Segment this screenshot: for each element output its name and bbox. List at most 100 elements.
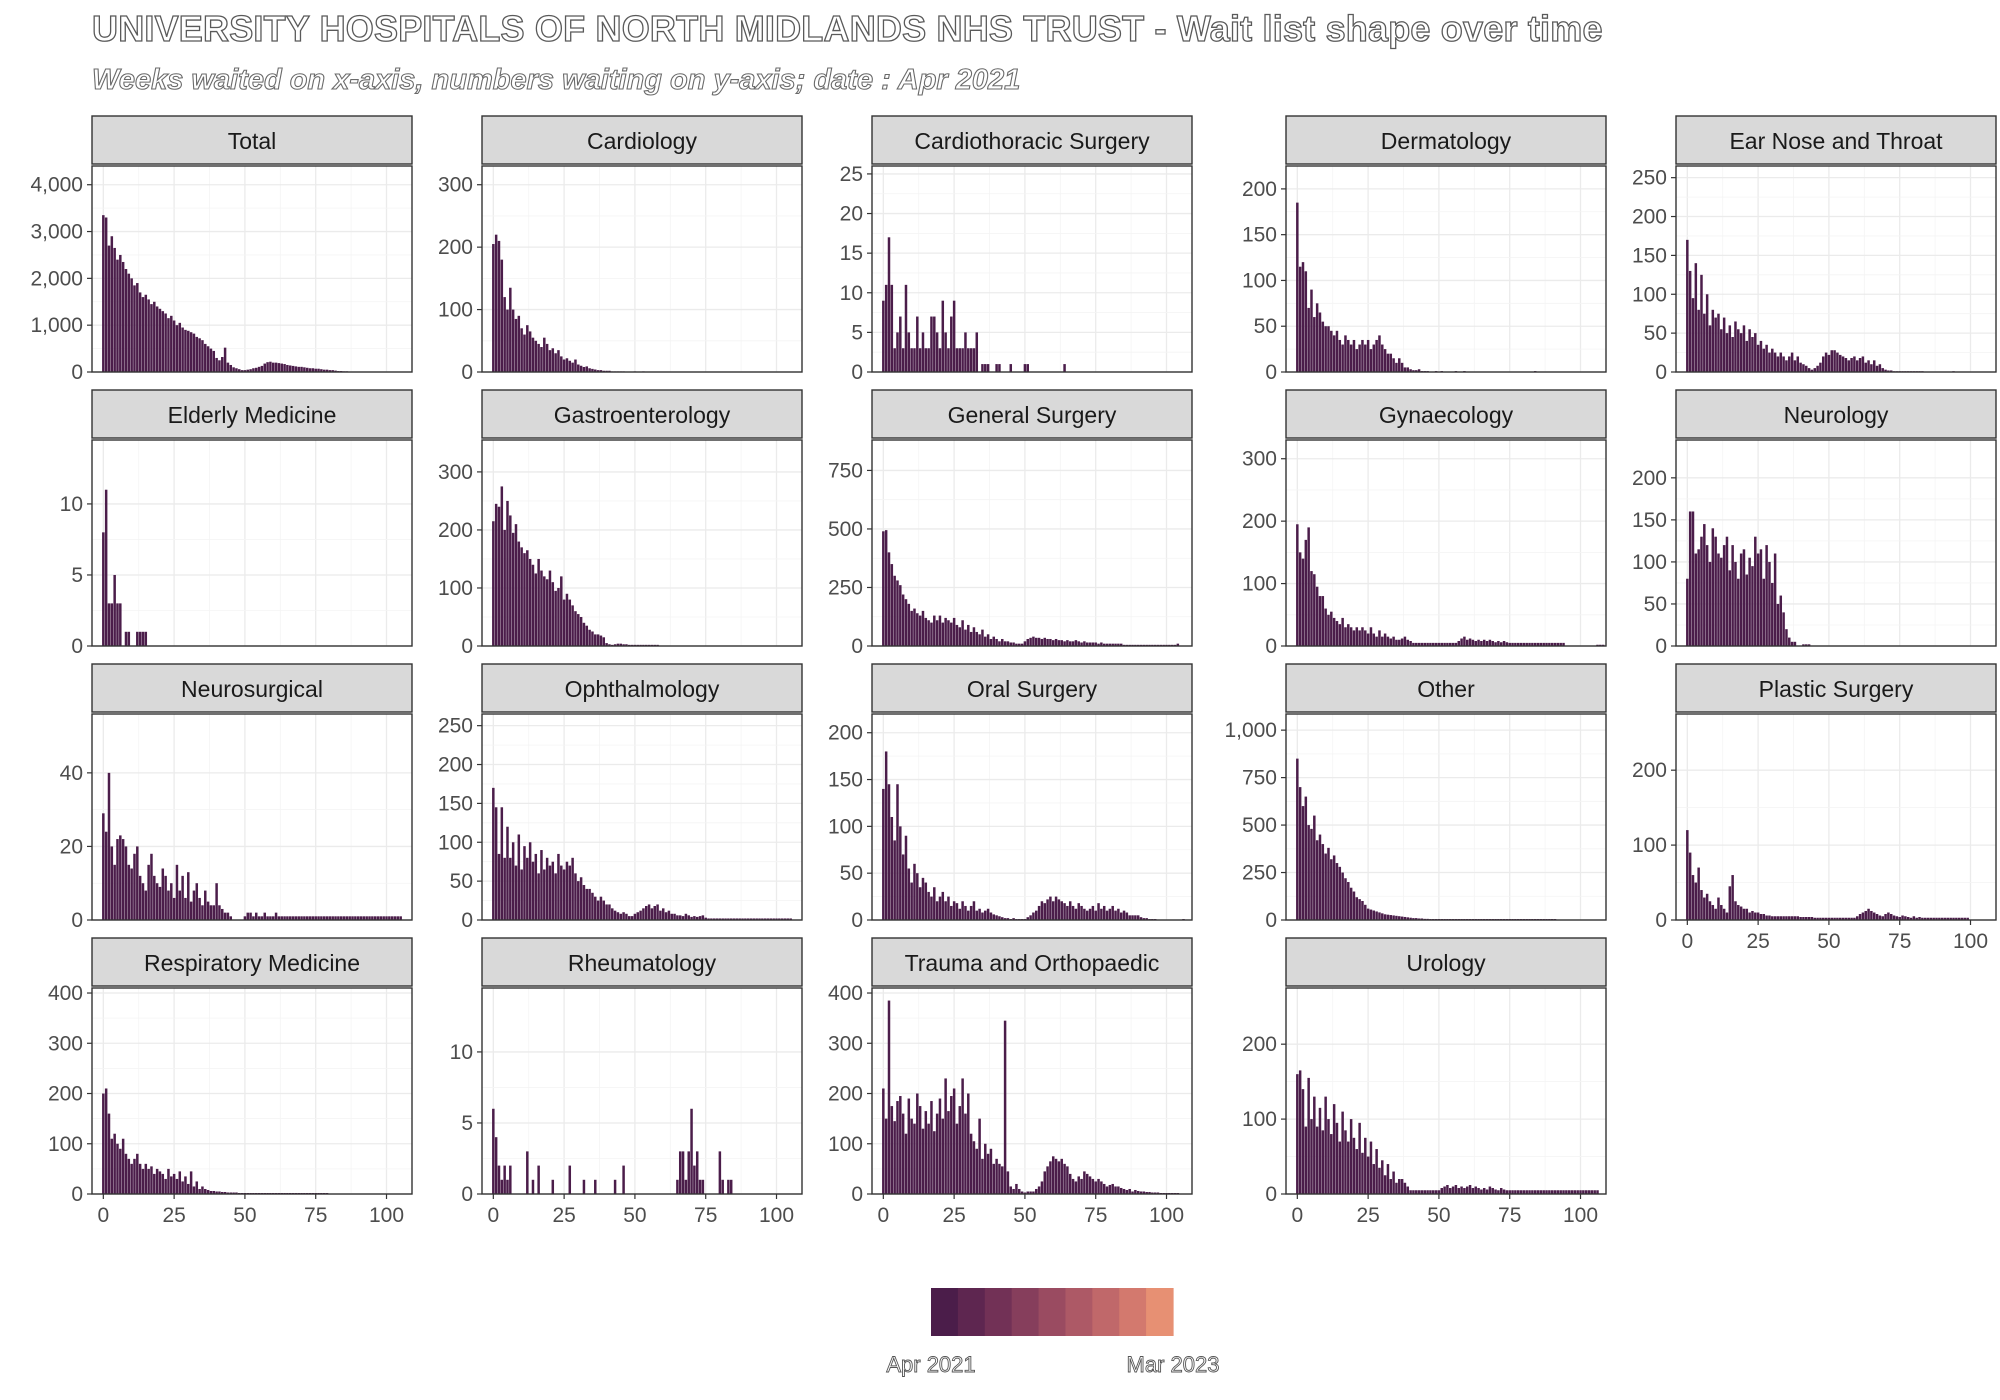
- bar: [1040, 638, 1044, 646]
- bar: [1762, 914, 1766, 920]
- bar: [136, 283, 139, 372]
- facet-strip: [871, 663, 1193, 713]
- bar: [1032, 636, 1035, 646]
- bar: [1153, 1192, 1157, 1194]
- bar: [1395, 1182, 1398, 1194]
- bar: [113, 574, 116, 646]
- bar: [1403, 1182, 1407, 1194]
- bar: [1415, 918, 1418, 920]
- bar: [1332, 617, 1336, 646]
- x-tick-label: 50: [1817, 930, 1840, 953]
- bar: [1824, 917, 1828, 920]
- bar: [184, 1176, 187, 1194]
- bar: [494, 807, 498, 920]
- bar: [952, 1088, 956, 1194]
- bar: [955, 903, 959, 920]
- bar: [1423, 642, 1427, 646]
- bar: [1745, 340, 1749, 372]
- bar: [1148, 1191, 1151, 1194]
- bar: [710, 918, 713, 920]
- bar: [1796, 356, 1800, 372]
- bar: [1389, 638, 1393, 646]
- y-tick-label: 0: [851, 635, 863, 658]
- bar: [1324, 1096, 1327, 1194]
- bar: [950, 905, 953, 920]
- bar: [1921, 917, 1924, 920]
- bar: [1102, 1183, 1106, 1194]
- bar: [1477, 639, 1480, 646]
- bar: [1864, 911, 1867, 920]
- bar: [735, 918, 739, 920]
- bar: [1915, 917, 1918, 920]
- bar: [206, 1189, 210, 1194]
- bar: [545, 579, 549, 646]
- bar: [701, 1179, 705, 1194]
- bar: [1352, 339, 1356, 372]
- bar: [933, 615, 936, 646]
- legend-end-label: Mar 2023: [1127, 1352, 1220, 1377]
- bar: [1700, 536, 1703, 646]
- panel-border: [1675, 165, 1997, 373]
- bar: [354, 916, 357, 920]
- bar: [1046, 899, 1049, 920]
- bar: [1364, 344, 1367, 372]
- bar: [647, 904, 651, 920]
- bar: [303, 916, 306, 920]
- bar: [1330, 1134, 1333, 1194]
- bar: [1957, 917, 1961, 920]
- bar: [1364, 904, 1367, 920]
- bar: [1074, 908, 1078, 920]
- y-tick-label: 150: [438, 792, 473, 815]
- facet-strip: [481, 937, 803, 987]
- bar: [1688, 270, 1692, 372]
- bar: [981, 912, 984, 920]
- bar: [1705, 893, 1709, 920]
- bar: [1488, 1186, 1492, 1194]
- bar: [1315, 1126, 1319, 1194]
- bar: [910, 610, 913, 646]
- panel-border: [481, 165, 803, 373]
- facet-strip-label: Gynaecology: [1379, 402, 1514, 428]
- facet-panel-gynaecology: Gynaecology 0 100 200 300: [1242, 389, 1607, 658]
- y-tick-label: 150: [1632, 509, 1667, 532]
- bar: [896, 332, 899, 372]
- bar: [548, 865, 552, 920]
- bar: [325, 916, 329, 920]
- bar: [1335, 621, 1339, 646]
- bar: [1318, 1107, 1322, 1194]
- bar: [1060, 901, 1063, 920]
- bar: [1066, 905, 1069, 920]
- bar: [167, 890, 170, 920]
- bar: [741, 918, 744, 920]
- bar: [1400, 1179, 1404, 1194]
- bar: [585, 625, 589, 646]
- bar: [1788, 637, 1791, 646]
- bar: [1398, 358, 1401, 372]
- bar: [619, 913, 623, 920]
- facet-strip: [871, 937, 1193, 987]
- bar: [201, 340, 204, 372]
- bar: [543, 869, 546, 920]
- bar: [1018, 643, 1021, 646]
- bar: [557, 587, 560, 646]
- y-tick-label: 0: [71, 361, 83, 384]
- bar: [899, 316, 902, 372]
- panel-background: [482, 166, 802, 372]
- bar: [1855, 916, 1859, 920]
- bar: [746, 918, 750, 920]
- bar: [1315, 586, 1319, 646]
- bar: [950, 622, 953, 646]
- bar: [899, 826, 902, 920]
- bar: [1454, 1185, 1458, 1194]
- bar: [212, 1190, 216, 1194]
- bar: [1324, 853, 1327, 920]
- bar: [127, 273, 131, 372]
- bar: [961, 620, 964, 646]
- bar: [1307, 1077, 1310, 1194]
- bar: [283, 364, 286, 372]
- facet-strip-label: Ear Nose and Throat: [1729, 128, 1943, 154]
- bar: [882, 788, 885, 920]
- bar: [1307, 307, 1310, 372]
- bar: [602, 637, 606, 646]
- bar: [153, 1173, 156, 1194]
